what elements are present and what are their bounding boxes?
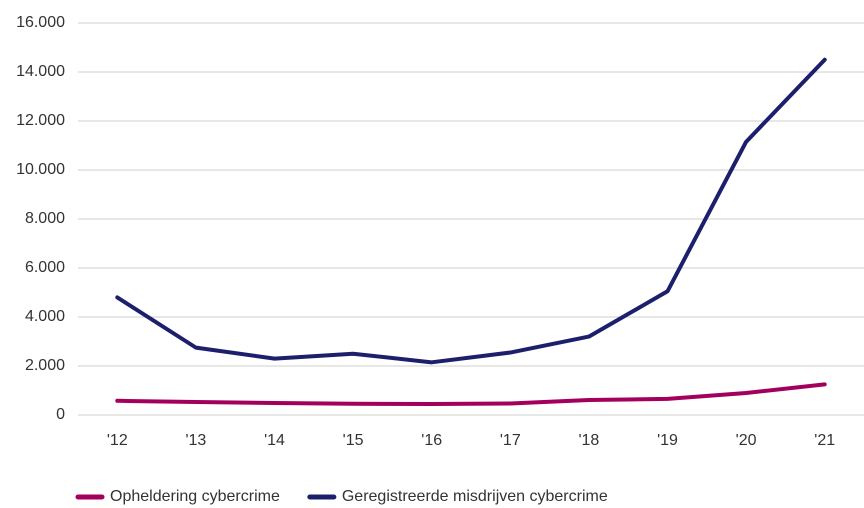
x-tick-label: '17 xyxy=(500,432,521,449)
x-tick-label: '19 xyxy=(657,432,678,449)
legend-label: Geregistreerde misdrijven cybercrime xyxy=(342,488,608,505)
x-tick-label: '13 xyxy=(185,432,206,449)
series-line xyxy=(115,382,827,406)
y-tick-label: 2.000 xyxy=(25,357,65,374)
y-tick-label: 8.000 xyxy=(25,210,65,227)
x-tick-label: '12 xyxy=(107,432,128,449)
y-tick-label: 4.000 xyxy=(25,308,65,325)
y-tick-label: 0 xyxy=(56,406,65,423)
legend-label: Opheldering cybercrime xyxy=(110,488,280,505)
x-tick-label: '14 xyxy=(264,432,285,449)
x-tick-label: '20 xyxy=(736,432,757,449)
y-tick-label: 12.000 xyxy=(16,112,65,129)
series-line xyxy=(115,57,827,365)
y-tick-label: 10.000 xyxy=(16,161,65,178)
x-tick-label: '16 xyxy=(421,432,442,449)
x-tick-label: '15 xyxy=(343,432,364,449)
x-tick-label: '21 xyxy=(814,432,835,449)
y-tick-label: 14.000 xyxy=(16,63,65,80)
y-tick-label: 16.000 xyxy=(16,14,65,31)
x-tick-label: '18 xyxy=(578,432,599,449)
y-tick-label: 6.000 xyxy=(25,259,65,276)
